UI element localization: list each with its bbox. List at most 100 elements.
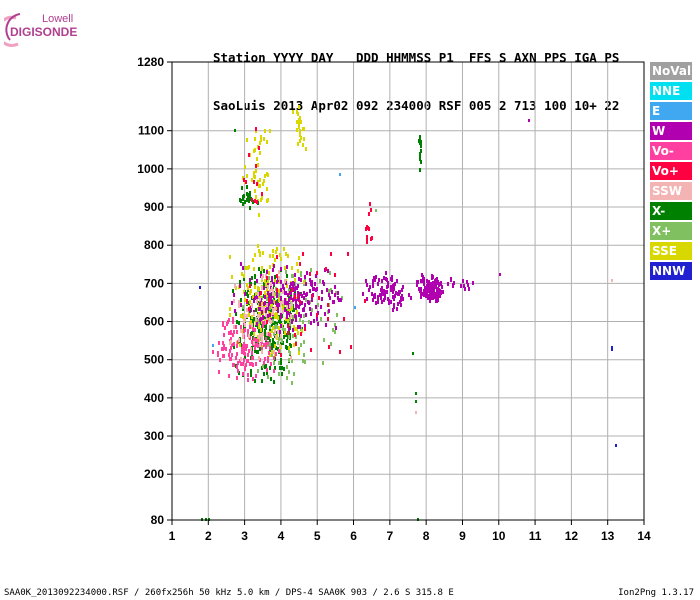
echo-point [258, 325, 260, 329]
echo-point [400, 296, 402, 300]
echo-point [256, 299, 258, 303]
echo-point [294, 278, 296, 282]
logo-arc-purple [5, 13, 21, 41]
echo-point [242, 195, 244, 199]
echo-point [298, 351, 300, 355]
echo-point [325, 323, 327, 327]
echo-point [261, 338, 263, 342]
echo-point [223, 344, 225, 348]
echo-point [282, 290, 284, 294]
echo-point [370, 208, 372, 212]
echo-point [289, 322, 291, 326]
echo-point [253, 337, 255, 341]
echo-point [242, 362, 244, 366]
echo-point [254, 328, 256, 332]
echo-point [319, 279, 321, 283]
header-field-values: SaoLuis 2013 Apr02 092 234000 RSF 005 2 … [213, 98, 620, 113]
echo-point [327, 303, 329, 307]
echo-point [253, 149, 255, 153]
echo-point [255, 317, 257, 321]
echo-point [292, 110, 294, 114]
echo-point [272, 254, 274, 258]
echo-point [240, 329, 242, 333]
x-tick-label: 13 [601, 529, 615, 543]
echo-point [232, 333, 234, 337]
echo-point [390, 277, 392, 281]
echo-point [228, 374, 230, 378]
echo-point [429, 284, 431, 288]
grid-lines [171, 61, 645, 521]
echo-point [305, 147, 307, 151]
y-tick-label: 200 [144, 467, 164, 481]
echo-point [269, 265, 271, 269]
echo-point [269, 254, 271, 258]
echo-point [305, 282, 307, 286]
echo-point [328, 293, 330, 297]
echo-point [426, 294, 428, 298]
echo-point [314, 282, 316, 286]
echo-point [441, 285, 443, 289]
echo-point [260, 135, 262, 139]
echo-point [310, 312, 312, 316]
echo-point [343, 317, 345, 321]
echo-point [247, 378, 249, 382]
echo-point [394, 282, 396, 286]
echo-point [412, 352, 414, 355]
echo-point [279, 366, 281, 370]
echo-point [280, 324, 282, 328]
echo-point [390, 288, 392, 292]
echo-point [305, 298, 307, 302]
echo-point [258, 329, 260, 333]
echo-point [396, 307, 398, 311]
echo-point [419, 289, 421, 293]
echo-point [431, 293, 433, 297]
echo-point [263, 361, 265, 365]
y-tick-label: 600 [144, 315, 164, 329]
echo-point [436, 298, 438, 302]
echo-point [302, 143, 304, 147]
echo-point [286, 346, 288, 350]
echo-point [241, 347, 243, 351]
echo-point [249, 278, 251, 282]
echo-point [233, 293, 235, 297]
echo-point [252, 377, 254, 381]
echo-point [255, 169, 257, 173]
echo-point [241, 272, 243, 276]
echo-point [362, 292, 364, 296]
echo-point [467, 283, 469, 287]
echo-point [286, 339, 288, 343]
echo-point [284, 279, 286, 283]
echo-point [267, 285, 269, 289]
echo-point [324, 312, 326, 316]
echo-point [280, 315, 282, 319]
echo-point [262, 251, 264, 255]
echo-point [379, 293, 381, 297]
echo-point [291, 274, 293, 278]
echo-point [374, 278, 376, 282]
echo-point [251, 276, 253, 280]
echo-point [292, 283, 294, 287]
echo-point [284, 331, 286, 335]
echo-point [278, 337, 280, 341]
echo-point [270, 320, 272, 324]
echo-point [243, 274, 245, 278]
echo-point [246, 192, 248, 196]
echo-point [262, 364, 264, 368]
y-tick-label: 900 [144, 200, 164, 214]
echo-point [280, 353, 282, 357]
echo-point [282, 306, 284, 310]
echo-point [292, 315, 294, 319]
echo-point [368, 227, 370, 231]
echo-point [433, 289, 435, 293]
echo-point [298, 256, 300, 260]
echo-point [433, 292, 435, 296]
echo-point [299, 139, 301, 143]
echo-point [264, 295, 266, 299]
echo-point [240, 303, 242, 307]
echo-point [300, 343, 302, 347]
echo-point [233, 325, 235, 329]
echo-point [266, 303, 268, 307]
echo-point [327, 269, 329, 273]
echo-point [289, 291, 291, 295]
echo-point [244, 200, 246, 204]
